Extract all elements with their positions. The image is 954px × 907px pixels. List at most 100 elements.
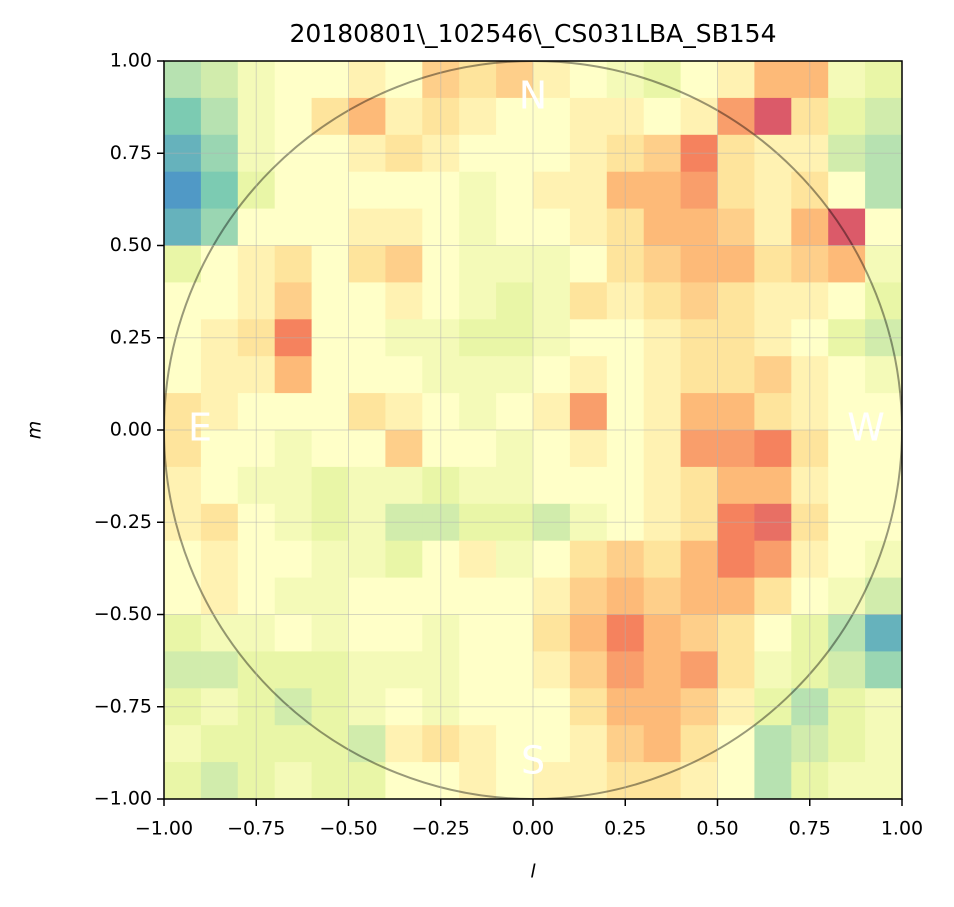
heatmap-cell (865, 282, 903, 320)
heatmap-cell (533, 577, 571, 615)
y-tick-label: 1.00 (110, 50, 152, 72)
heatmap-cell (459, 725, 497, 763)
heatmap-cell (533, 61, 571, 99)
heatmap-cell (274, 97, 313, 136)
heatmap-cell (533, 245, 571, 283)
heatmap-cell (754, 725, 792, 763)
heatmap-cell (828, 171, 866, 210)
heatmap-cell (459, 540, 497, 579)
heatmap-cell (680, 393, 718, 431)
x-tick-label: 0.00 (512, 818, 554, 840)
heatmap-cell (754, 540, 792, 579)
heatmap-cell (348, 651, 386, 689)
heatmap-cell (348, 282, 386, 320)
heatmap-cell (164, 97, 202, 136)
heatmap-cell (717, 577, 755, 615)
heatmap-cell (200, 577, 239, 615)
heatmap-cell (680, 97, 718, 136)
compass-label: N (519, 74, 547, 118)
heatmap-cell (200, 61, 239, 99)
heatmap-cell (569, 614, 608, 652)
heatmap-cell (569, 430, 608, 468)
heatmap-cell (459, 208, 497, 246)
heatmap-cell (496, 725, 534, 763)
heatmap-cell (311, 245, 349, 283)
heatmap-cell (680, 614, 718, 652)
heatmap-cell (865, 97, 903, 136)
heatmap-cell (717, 208, 755, 246)
heatmap-cell (569, 97, 608, 136)
heatmap-cell (828, 651, 866, 689)
heatmap-cell (754, 577, 792, 615)
heatmap-cell (865, 614, 903, 652)
heatmap-cell (311, 651, 349, 689)
heatmap-cell (828, 540, 866, 579)
heatmap-cell (459, 651, 497, 689)
heatmap-cell (828, 393, 866, 431)
heatmap-cell (865, 762, 903, 800)
y-tick-label: 0.50 (110, 234, 152, 256)
heatmap-cell (569, 245, 608, 283)
heatmap-cell (311, 577, 349, 615)
y-tick-label: 0.25 (110, 326, 152, 348)
heatmap-cell (680, 282, 718, 320)
heatmap-cell (643, 245, 682, 283)
heatmap-cell (311, 282, 349, 320)
heatmap-cell (680, 725, 718, 763)
heatmap-cell (717, 466, 755, 505)
x-tick-label: −0.50 (319, 818, 377, 840)
heatmap-cell (274, 725, 313, 763)
heatmap-cell (385, 97, 423, 136)
heatmap-cell (569, 651, 608, 689)
heatmap-cell (274, 282, 313, 320)
heatmap-cell (533, 466, 571, 505)
heatmap-cell (828, 282, 866, 320)
heatmap-cell (311, 762, 349, 800)
heatmap-cell (274, 466, 313, 505)
heatmap-cell (680, 430, 718, 468)
heatmap-cell (643, 61, 682, 99)
heatmap-cell (311, 540, 349, 579)
heatmap-cell (496, 208, 534, 246)
heatmap-cell (643, 430, 682, 468)
heatmap-cell (533, 540, 571, 579)
heatmap-cell (348, 245, 386, 283)
heatmap-cell (311, 393, 349, 431)
heatmap-cell (828, 725, 866, 763)
heatmap-cell (865, 430, 903, 468)
heatmap-cell (717, 762, 755, 800)
heatmap-cell (164, 61, 202, 99)
heatmap-cell (385, 540, 423, 579)
heatmap-cell (717, 651, 755, 689)
heatmap-cell (865, 61, 903, 99)
heatmap-cell (164, 171, 202, 210)
heatmap-cell (311, 97, 349, 136)
heatmap-cell (643, 651, 682, 689)
heatmap-cell (348, 97, 386, 136)
heatmap-cell (164, 651, 202, 689)
heatmap-cell (533, 725, 571, 763)
heatmap-cell (865, 651, 903, 689)
heatmap-cell (643, 208, 682, 246)
heatmap-cell (200, 725, 239, 763)
heatmap-cell (311, 614, 349, 652)
heatmap-cell (385, 430, 423, 468)
heatmap-cell (459, 614, 497, 652)
heatmap-cell (754, 208, 792, 246)
x-tick-label: 0.75 (789, 818, 831, 840)
heatmap-cell (828, 61, 866, 99)
heatmap-cell (274, 245, 313, 283)
heatmap-cell (496, 282, 534, 320)
heatmap-cell (200, 282, 239, 320)
heatmap-cell (496, 651, 534, 689)
heatmap-cell (717, 614, 755, 652)
heatmap-cell (200, 614, 239, 652)
heatmap-cell (311, 430, 349, 468)
heatmap-cell (164, 356, 202, 394)
heatmap-cell (533, 651, 571, 689)
heatmap-cell (200, 356, 239, 394)
x-tick-label: 0.50 (696, 818, 738, 840)
heatmap-cell (643, 356, 682, 394)
heatmap-cell (164, 245, 202, 283)
